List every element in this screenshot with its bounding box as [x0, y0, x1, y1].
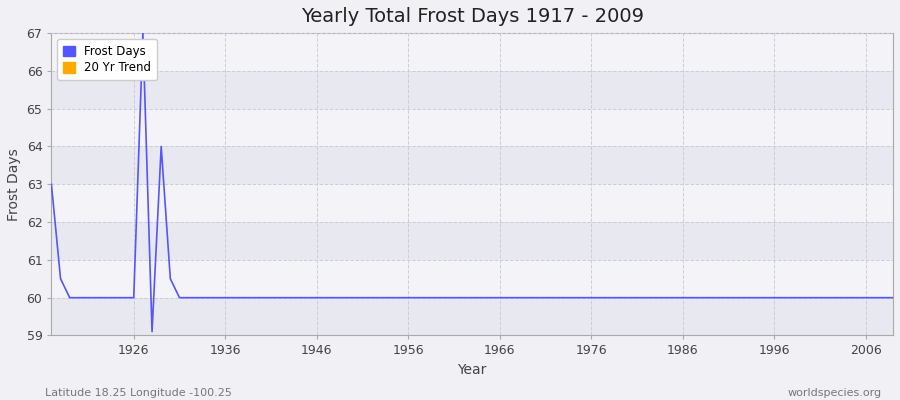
Y-axis label: Frost Days: Frost Days: [7, 148, 21, 221]
Bar: [51, 260, 893, 298]
Text: Latitude 18.25 Longitude -100.25: Latitude 18.25 Longitude -100.25: [45, 388, 232, 398]
Bar: [51, 184, 893, 222]
Text: worldspecies.org: worldspecies.org: [788, 388, 882, 398]
Title: Yearly Total Frost Days 1917 - 2009: Yearly Total Frost Days 1917 - 2009: [301, 7, 644, 26]
X-axis label: Year: Year: [457, 363, 487, 377]
Bar: [51, 222, 893, 260]
Legend: Frost Days, 20 Yr Trend: Frost Days, 20 Yr Trend: [58, 39, 158, 80]
Bar: [51, 146, 893, 184]
Bar: [51, 298, 893, 336]
Bar: [51, 71, 893, 109]
Bar: [51, 109, 893, 146]
Bar: [51, 33, 893, 71]
